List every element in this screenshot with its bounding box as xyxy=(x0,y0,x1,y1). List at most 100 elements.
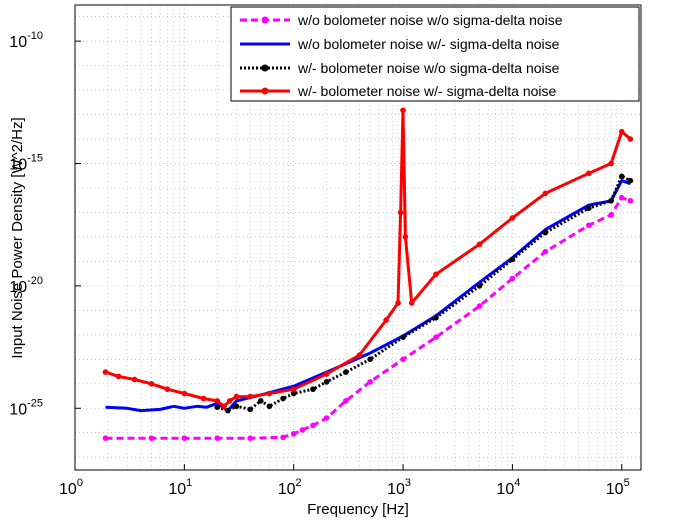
y-tick-label: 10-20 xyxy=(9,275,43,296)
data-point xyxy=(148,380,155,387)
data-point xyxy=(257,398,264,404)
series-line xyxy=(105,179,631,413)
y-tick-label: 10-25 xyxy=(9,397,43,418)
data-point xyxy=(627,177,634,184)
data-point xyxy=(233,393,240,400)
x-tick-label: 104 xyxy=(496,477,520,498)
data-point xyxy=(148,435,155,441)
data-point xyxy=(586,170,592,177)
data-point xyxy=(280,434,286,441)
data-point xyxy=(115,373,122,380)
legend-entry: w/- bolometer noise w/o sigma-delta nois… xyxy=(240,60,560,76)
series-layer xyxy=(102,107,634,441)
data-point xyxy=(608,160,614,167)
data-point xyxy=(266,390,273,397)
data-point xyxy=(586,205,592,211)
data-point xyxy=(181,390,188,397)
data-point xyxy=(214,435,221,441)
x-tick-label: 102 xyxy=(278,477,302,498)
data-point xyxy=(586,222,592,229)
data-point xyxy=(400,356,406,363)
data-point xyxy=(310,422,316,429)
x-tick-label: 101 xyxy=(168,477,192,498)
data-point xyxy=(542,248,549,255)
data-point xyxy=(290,386,297,393)
data-point xyxy=(247,435,253,441)
data-point xyxy=(214,398,221,404)
data-point xyxy=(323,379,330,385)
data-point xyxy=(266,403,273,410)
legend-label: w/- bolometer noise w/- sigma-delta nois… xyxy=(297,83,557,99)
series-line xyxy=(216,174,632,413)
data-point xyxy=(408,300,415,306)
series-2 xyxy=(214,173,634,414)
data-point xyxy=(476,241,483,248)
data-point xyxy=(509,256,516,263)
legend-entry: w/o bolometer noise w/o sigma-delta nois… xyxy=(240,12,563,28)
data-point xyxy=(225,407,231,414)
data-point xyxy=(102,435,109,441)
legend: w/o bolometer noise w/o sigma-delta nois… xyxy=(230,6,640,102)
data-point xyxy=(367,379,373,385)
data-point xyxy=(233,403,240,410)
data-point xyxy=(102,369,109,375)
data-point xyxy=(402,234,409,240)
data-point xyxy=(395,300,401,306)
y-axis-label: Input Noise Power Density [W^2/Hz] xyxy=(9,117,26,358)
data-point xyxy=(433,271,439,278)
data-point xyxy=(476,283,483,289)
data-point xyxy=(290,390,297,397)
data-point xyxy=(433,314,439,321)
y-tick-label: 10-15 xyxy=(9,153,43,174)
data-point xyxy=(164,386,171,393)
data-point xyxy=(618,173,625,180)
data-point xyxy=(542,190,549,197)
data-point xyxy=(542,229,549,236)
data-point xyxy=(618,194,625,201)
legend-label: w/o bolometer noise w/- sigma-delta nois… xyxy=(297,36,560,52)
series-line xyxy=(105,196,631,440)
legend-marker-magenta xyxy=(261,16,269,24)
data-point xyxy=(214,404,221,411)
legend-label: w/o bolometer noise w/o sigma-delta nois… xyxy=(297,12,563,28)
data-point xyxy=(299,427,306,433)
x-tick-label: 103 xyxy=(387,477,411,498)
data-point xyxy=(476,303,483,309)
y-tick-label: 10-10 xyxy=(9,30,43,51)
data-point xyxy=(383,317,389,323)
plot-frame xyxy=(74,4,642,471)
data-point xyxy=(247,406,253,413)
x-tick-label: 100 xyxy=(59,477,83,498)
x-tick-label: 105 xyxy=(606,477,630,498)
data-point xyxy=(618,128,625,135)
data-point xyxy=(509,275,516,282)
data-point xyxy=(627,136,634,142)
legend-marker-red xyxy=(261,87,269,95)
data-point xyxy=(310,386,316,393)
series-3 xyxy=(102,107,634,410)
series-line xyxy=(105,108,632,408)
data-point xyxy=(200,395,207,402)
tick-layer: 100 101 102 103 104 105 10-25 10-20 10-15 10-10 xyxy=(9,30,629,498)
data-point xyxy=(221,403,227,410)
legend-entry: w/- bolometer noise w/- sigma-delta nois… xyxy=(240,83,557,99)
data-point xyxy=(509,215,516,221)
data-point xyxy=(627,197,634,204)
data-point xyxy=(400,334,406,341)
data-point xyxy=(181,435,188,441)
data-point xyxy=(280,395,286,402)
data-point xyxy=(343,369,349,375)
data-point xyxy=(397,209,404,216)
data-point xyxy=(608,197,614,204)
legend-marker-black xyxy=(261,64,269,72)
series-1 xyxy=(105,179,631,413)
legend-box xyxy=(230,6,640,102)
data-point xyxy=(131,376,138,383)
data-point xyxy=(290,431,297,437)
data-point xyxy=(433,334,439,341)
data-point xyxy=(343,398,349,404)
data-point xyxy=(323,415,330,421)
legend-entry: w/o bolometer noise w/- sigma-delta nois… xyxy=(240,36,560,52)
data-point xyxy=(247,393,253,400)
